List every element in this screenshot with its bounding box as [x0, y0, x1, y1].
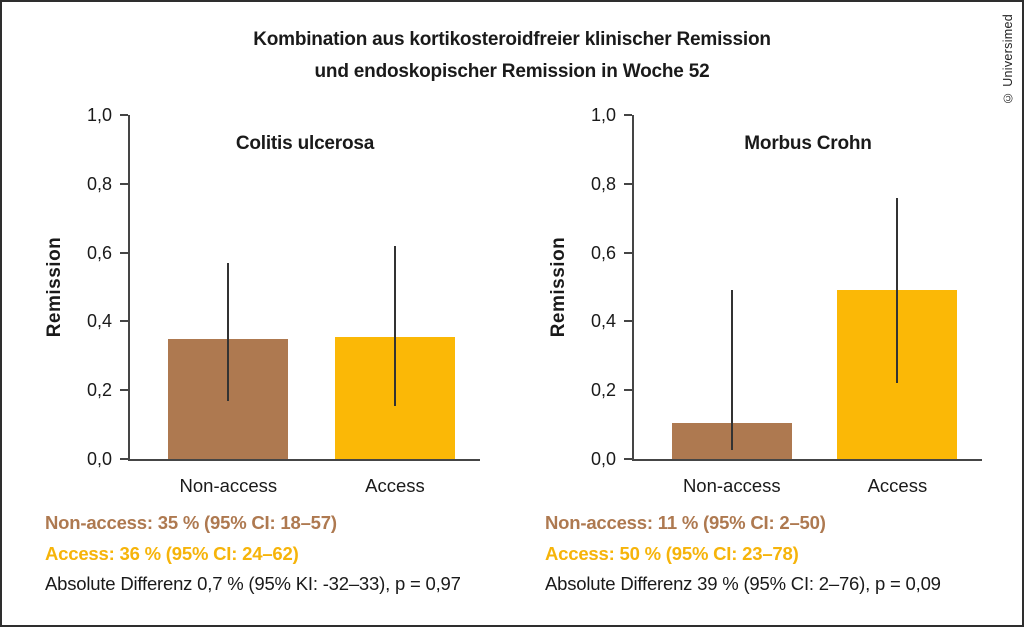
stats-non-access: Non-access: 11 % (95% CI: 2–50) [545, 512, 826, 533]
y-tick [120, 114, 128, 116]
y-tick-label: 0,0 [86, 449, 112, 469]
y-tick-label: 0,4 [86, 311, 112, 332]
y-tick-label: 0,0 [590, 449, 616, 469]
y-tick [624, 458, 632, 460]
y-tick [624, 320, 632, 323]
credit-universimed: © Universimed [1001, 14, 1015, 105]
y-tick [120, 320, 128, 323]
y-axis-label: Remission [548, 236, 569, 338]
y-tick [120, 251, 128, 254]
x-category-label: Non-access [179, 475, 278, 496]
y-tick-label: 1,0 [86, 105, 112, 125]
y-tick-label: 0,6 [590, 242, 616, 263]
y-tick-label: 0,2 [86, 380, 112, 401]
x-category-label: Access [867, 475, 928, 496]
y-tick [120, 389, 128, 392]
y-tick-label: 0,4 [590, 311, 616, 332]
y-tick-label: 0,2 [590, 380, 616, 401]
error-bar [730, 290, 733, 451]
stats-access: Access: 36 % (95% CI: 24–62) [45, 542, 299, 564]
figure-title-line2: und endoskopischer Remission in Woche 52 [314, 61, 710, 82]
error-bar [227, 262, 230, 401]
y-tick [624, 182, 632, 185]
subplot-title-colitis: Colitis ulcerosa [235, 133, 375, 154]
y-tick-label: 1,0 [590, 105, 616, 125]
x-category-label: Access [365, 475, 425, 496]
chart-morbus-crohn: Morbus Crohn Remission 0,0 0,2 0,4 0,6 0,8 1,… [548, 105, 982, 496]
y-tick [624, 389, 632, 392]
figure-title-line1: Kombination aus kortikosteroidfreier kli… [253, 29, 771, 50]
figure-title: Kombination aus kortikosteroidfreier kli… [0, 24, 1024, 88]
error-bar [393, 245, 396, 406]
y-tick [624, 251, 632, 254]
y-tick [624, 114, 632, 116]
stats-absolute-differenz: Absolute Differenz 0,7 % (95% KI: -32–33… [45, 573, 461, 594]
y-tick-label: 0,8 [590, 173, 616, 194]
stats-access: Access: 50 % (95% CI: 23–78) [545, 542, 799, 564]
subplot-title-crohn: Morbus Crohn [744, 133, 872, 154]
y-tick [120, 458, 128, 460]
y-tick-label: 0,8 [86, 173, 112, 194]
stats-block-colitis: Non-access: 35 % (95% CI: 18–57) Access:… [45, 508, 461, 600]
chart-colitis-ulcerosa: Colitis ulcerosa Remission 0,0 0,2 0,4 0,6 0… [44, 105, 480, 496]
y-axis-label: Remission [44, 236, 65, 338]
stats-block-crohn: Non-access: 11 % (95% CI: 2–50) Access: … [545, 508, 941, 600]
x-category-label: Non-access [682, 475, 781, 496]
stats-absolute-differenz: Absolute Differenz 39 % (95% CI: 2–76), … [545, 573, 941, 594]
stats-non-access: Non-access: 35 % (95% CI: 18–57) [45, 512, 337, 533]
y-tick [120, 182, 128, 185]
error-bar [896, 197, 899, 384]
y-tick-label: 0,6 [86, 242, 112, 263]
